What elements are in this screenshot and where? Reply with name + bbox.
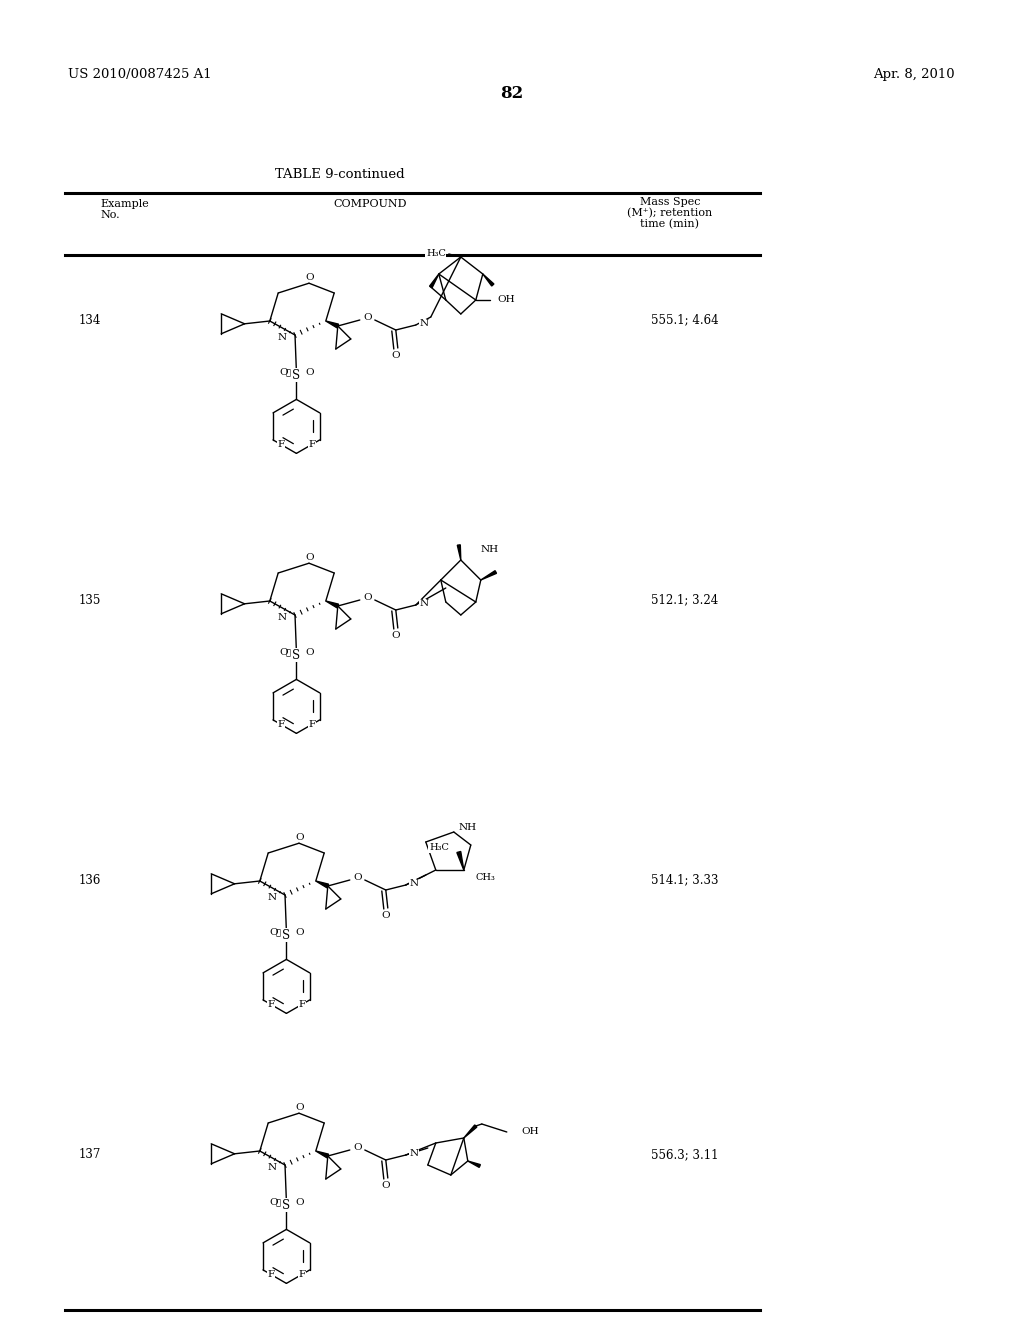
Text: 514.1; 3.33: 514.1; 3.33 [651, 874, 719, 887]
Text: O: O [305, 648, 313, 657]
Text: O: O [295, 928, 304, 937]
Text: H₃C: H₃C [426, 249, 445, 259]
Text: F: F [298, 1001, 305, 1010]
Text: 82: 82 [501, 84, 523, 102]
Text: O: O [305, 368, 313, 378]
Text: F: F [267, 1270, 274, 1279]
Polygon shape [326, 601, 339, 607]
Text: 134: 134 [79, 314, 101, 326]
Text: NH: NH [459, 822, 477, 832]
Text: No.: No. [100, 210, 120, 220]
Text: O: O [269, 1199, 278, 1206]
Text: S: S [283, 929, 291, 942]
Text: OH: OH [498, 296, 515, 305]
Text: 555.1; 4.64: 555.1; 4.64 [651, 314, 719, 326]
Text: 137: 137 [79, 1148, 101, 1162]
Text: F: F [278, 441, 285, 449]
Text: 136: 136 [79, 874, 101, 887]
Text: (M⁺); retention: (M⁺); retention [628, 209, 713, 218]
Text: ‿: ‿ [275, 929, 281, 937]
Text: O: O [353, 1143, 362, 1152]
Text: Example: Example [100, 199, 148, 209]
Text: CH₃: CH₃ [476, 874, 496, 883]
Text: O: O [295, 1199, 304, 1206]
Polygon shape [481, 570, 497, 579]
Text: F: F [308, 441, 315, 449]
Text: N: N [420, 599, 429, 609]
Text: F: F [298, 1270, 305, 1279]
Text: 556.3; 3.11: 556.3; 3.11 [651, 1148, 719, 1162]
Text: ‿: ‿ [286, 649, 291, 657]
Text: F: F [267, 1001, 274, 1010]
Text: O: O [391, 351, 400, 359]
Text: N: N [410, 1150, 419, 1159]
Text: O: O [382, 1180, 390, 1189]
Text: ‿: ‿ [286, 370, 291, 378]
Text: O: O [391, 631, 400, 639]
Text: OH: OH [522, 1127, 540, 1137]
Text: N: N [268, 894, 278, 903]
Text: S: S [292, 368, 300, 381]
Text: N: N [278, 614, 287, 623]
Text: O: O [382, 911, 390, 920]
Text: O: O [296, 833, 304, 842]
Text: 135: 135 [79, 594, 101, 606]
Polygon shape [326, 321, 339, 327]
Text: time (min): time (min) [640, 219, 699, 230]
Text: O: O [364, 594, 372, 602]
Text: 512.1; 3.24: 512.1; 3.24 [651, 594, 719, 606]
Text: O: O [269, 928, 278, 937]
Polygon shape [458, 545, 461, 560]
Polygon shape [315, 1151, 329, 1158]
Text: O: O [306, 273, 314, 281]
Text: Apr. 8, 2010: Apr. 8, 2010 [873, 69, 955, 81]
Text: US 2010/0087425 A1: US 2010/0087425 A1 [68, 69, 212, 81]
Text: S: S [283, 1199, 291, 1212]
Text: N: N [410, 879, 419, 888]
Text: NH: NH [481, 545, 499, 554]
Text: O: O [296, 1102, 304, 1111]
Text: O: O [280, 368, 288, 378]
Text: N: N [278, 334, 287, 342]
Text: S: S [292, 649, 300, 661]
Text: F: F [308, 721, 315, 730]
Polygon shape [482, 275, 494, 286]
Text: N: N [420, 319, 429, 329]
Polygon shape [429, 275, 439, 288]
Text: COMPOUND: COMPOUND [333, 199, 407, 209]
Text: O: O [280, 648, 288, 657]
Polygon shape [468, 1162, 480, 1167]
Text: O: O [364, 314, 372, 322]
Text: F: F [278, 721, 285, 730]
Polygon shape [457, 851, 464, 870]
Text: TABLE 9-continued: TABLE 9-continued [275, 168, 404, 181]
Text: O: O [353, 874, 362, 883]
Polygon shape [315, 880, 329, 888]
Text: Mass Spec: Mass Spec [640, 197, 700, 207]
Text: ‿: ‿ [275, 1200, 281, 1208]
Text: N: N [268, 1163, 278, 1172]
Text: O: O [306, 553, 314, 562]
Text: H₃C: H₃C [429, 843, 449, 853]
Polygon shape [464, 1125, 477, 1138]
